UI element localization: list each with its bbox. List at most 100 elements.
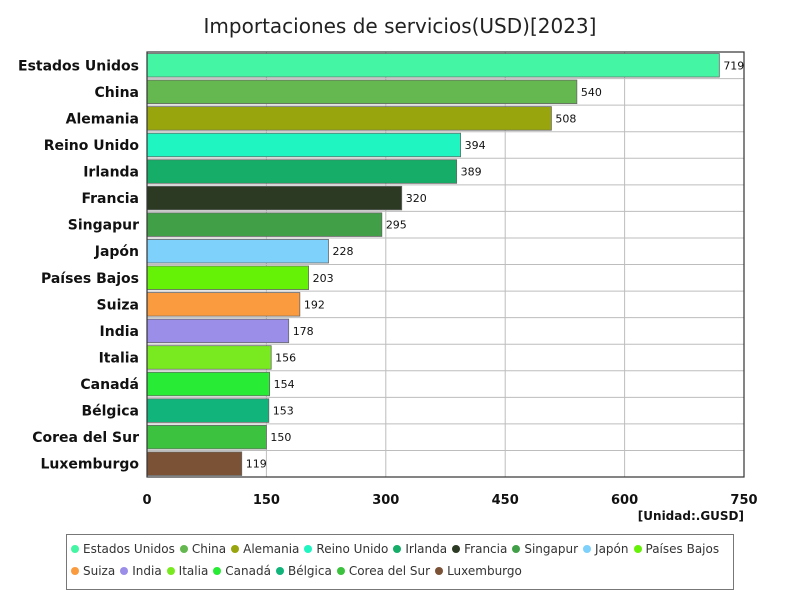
value-label: 508 [555,112,576,125]
value-label: 119 [246,458,267,471]
legend-label: Luxemburgo [447,564,522,578]
legend-item[interactable]: Suiza [71,563,115,579]
legend-marker-icon [633,545,642,553]
value-label: 540 [581,86,602,99]
category-label: Canadá [80,377,139,393]
bar [146,159,458,184]
legend-item[interactable]: Francia [452,541,507,557]
category-label: Japón [94,244,139,260]
bar [146,398,270,423]
legend-item[interactable]: Luxemburgo [435,563,522,579]
category-label: Suiza [97,297,139,313]
category-label: Corea del Sur [32,430,139,446]
bar [146,451,243,476]
value-label: 153 [273,405,294,418]
legend-label: Corea del Sur [348,564,431,578]
legend-label: Japón [595,542,629,556]
bar [146,292,301,317]
category-label: Países Bajos [41,271,139,287]
legend-marker-icon [71,545,79,553]
x-tick-label: 750 [730,493,757,508]
value-label: 192 [304,298,325,311]
legend-label: Países Bajos [645,542,720,556]
legend-item[interactable]: Irlanda [393,541,447,557]
legend-marker-icon [179,545,188,553]
legend-marker-icon [583,545,592,553]
category-label: Alemania [66,111,139,127]
category-label: Reino Unido [44,138,140,154]
legend-item[interactable]: Países Bajos [633,541,720,557]
bar [146,424,267,450]
value-label: 150 [270,431,291,444]
legend-item[interactable]: Canadá [213,563,271,579]
value-label: 394 [465,139,486,152]
chart-title: Importaciones de servicios(USD)[2023] [203,14,597,38]
legend-item[interactable]: Alemania [231,541,299,557]
legend-label: India [132,564,162,578]
legend-label: Italia [178,564,209,578]
value-label: 719 [723,59,744,72]
value-label: 203 [313,272,334,285]
legend-marker-icon [512,545,521,553]
legend-item[interactable]: Corea del Sur [336,563,431,579]
value-label: 156 [275,351,296,364]
category-label: Irlanda [83,165,139,181]
legend-label: Irlanda [405,542,448,556]
legend-item[interactable]: Singapur [512,541,578,557]
legend-marker-icon [231,545,240,553]
value-labels: 719 540 508 394 389 320 295 228 203 192 178 156 154 1… [246,59,745,470]
value-label: 228 [332,245,353,258]
x-tick-label: 0 [142,493,151,508]
legend-label: Francia [464,542,508,556]
bar [146,106,552,131]
value-label: 320 [406,192,427,205]
value-label: 154 [274,378,295,391]
legend-marker-icon [213,567,222,575]
legend-label: Canadá [225,564,271,578]
category-label: Singapur [68,218,139,234]
bar [146,239,329,264]
legend-label: China [191,542,227,556]
legend-item[interactable]: Reino Unido [304,541,388,557]
category-label: India [100,324,139,340]
bar [146,371,270,397]
category-label: Estados Unidos [18,58,139,74]
bar [146,265,309,290]
legend-label: Suiza [83,564,116,578]
category-label: Luxemburgo [40,457,139,473]
legend-marker-icon [435,567,444,575]
category-label: Bélgica [81,404,139,420]
legend: Estados Unidos China Alemania Reino Unido Ir… [66,534,734,590]
legend-item[interactable]: Italia [166,563,209,579]
bar [146,79,578,105]
legend-marker-icon [120,567,129,575]
category-label: China [95,85,139,101]
bar [146,132,462,158]
bar [146,212,383,237]
value-label: 295 [386,219,407,232]
category-labels: Estados Unidos China Alemania Reino Unido Ir… [18,58,139,472]
x-tick-label: 300 [372,493,399,508]
x-tick-label: 450 [492,493,519,508]
legend-label: Estados Unidos [83,542,175,556]
legend-marker-icon [71,567,79,575]
legend-marker-icon [336,567,345,575]
category-label: Italia [99,350,139,366]
legend-item[interactable]: India [120,563,162,579]
bar [146,185,403,211]
value-label: 389 [461,166,482,179]
value-label: 178 [293,325,314,338]
legend-label: Alemania [243,542,300,556]
legend-item[interactable]: Bélgica [275,563,332,579]
legend-marker-icon [452,545,461,553]
legend-item[interactable]: Estados Unidos [71,541,175,557]
legend-label: Bélgica [287,564,332,578]
legend-label: Reino Unido [316,542,389,556]
legend-marker-icon [393,545,402,553]
unit-label: [Unidad:.GUSD] [637,509,744,523]
x-tick-label: 150 [253,493,280,508]
legend-item[interactable]: China [179,541,227,557]
legend-item[interactable]: Japón [583,541,629,557]
bar [146,53,720,78]
